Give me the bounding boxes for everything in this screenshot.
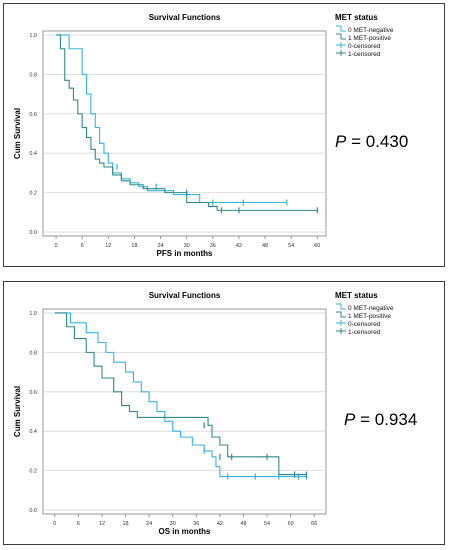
legend-label: 1-censored: [348, 329, 381, 336]
plot-frame: [42, 30, 327, 237]
x-tick-label: 60: [314, 243, 320, 249]
y-tick-label: 0.0: [29, 508, 37, 514]
y-tick-label: 0.8: [29, 72, 37, 78]
y-tick-label: 0.4: [29, 429, 37, 435]
x-axis-label: OS in months: [159, 527, 212, 536]
x-tick-label: 36: [193, 521, 199, 527]
legend-swatch: [336, 33, 346, 40]
x-tick-label: 0: [53, 521, 56, 527]
x-axis-label: PFS in months: [157, 249, 214, 258]
legend-label: 1 MET-positive: [348, 35, 391, 42]
os-survival-chart: Survival Functions 0.0 0.2 0.4 0.6 0.8 1.0 0 6 12…: [13, 291, 394, 536]
x-tick-label: 30: [184, 243, 190, 249]
survival-curve-met-positive: [56, 34, 318, 211]
x-tick-label: 48: [240, 521, 246, 527]
os-survival-panel: Survival Functions 0.0 0.2 0.4 0.6 0.8 1.0 0 6 12…: [3, 281, 445, 545]
plot-frame: [42, 308, 327, 515]
p-label: P: [344, 410, 356, 429]
y-tick-label: 1.0: [29, 311, 37, 317]
x-tick-label: 24: [157, 243, 163, 249]
y-tick-label: 0.4: [29, 151, 37, 157]
x-tick-label: 66: [311, 521, 317, 527]
x-tick-label: 60: [288, 521, 294, 527]
x-tick-label: 0: [55, 243, 58, 249]
chart-title: Survival Functions: [149, 291, 221, 300]
survival-curve-met-negative: [54, 312, 307, 478]
x-tick-label: 36: [210, 243, 216, 249]
y-tick-label: 0.6: [29, 390, 37, 396]
x-tick-label: 18: [131, 243, 137, 249]
legend-swatch: [336, 25, 346, 32]
legend-title: MET status: [335, 13, 378, 22]
legend-swatch: [336, 311, 346, 318]
x-tick-label: 54: [288, 243, 294, 249]
x-tick-label: 6: [77, 521, 80, 527]
y-tick-label: 0.2: [29, 469, 37, 475]
legend-title: MET status: [335, 291, 378, 300]
x-tick-label: 12: [105, 243, 111, 249]
y-axis-label: Cum Survival: [13, 108, 22, 159]
legend-label: 1-censored: [348, 51, 381, 58]
pfs-p-value: P = 0.430: [335, 132, 408, 152]
p-value-text: = 0.430: [351, 132, 409, 151]
x-tick-label: 6: [81, 243, 84, 249]
y-tick-label: 0.6: [29, 112, 37, 118]
y-tick-label: 0.2: [29, 191, 37, 197]
legend-label: 0 MET-negative: [348, 27, 394, 34]
legend-label: 0-censored: [348, 321, 381, 328]
x-tick-label: 30: [170, 521, 176, 527]
x-tick-label: 18: [122, 521, 128, 527]
legend-swatch: [336, 303, 346, 310]
y-tick-label: 0.8: [29, 350, 37, 356]
survival-curve-met-positive: [54, 312, 307, 476]
legend-label: 0-censored: [348, 43, 381, 50]
x-tick-label: 42: [217, 521, 223, 527]
legend-label: 1 MET-positive: [348, 313, 391, 320]
pfs-survival-panel: Survival Functions 0.0 0.2 0.4 0.6 0.8 1.0 0 6 12…: [3, 3, 445, 267]
survival-curve-met-negative: [56, 34, 287, 204]
p-value-text: = 0.934: [360, 410, 418, 429]
p-label: P: [335, 132, 347, 151]
y-tick-label: 0.0: [29, 230, 37, 236]
x-tick-label: 48: [262, 243, 268, 249]
x-tick-label: 24: [146, 521, 152, 527]
y-tick-label: 1.0: [29, 33, 37, 39]
x-tick-label: 54: [264, 521, 270, 527]
pfs-survival-chart: Survival Functions 0.0 0.2 0.4 0.6 0.8 1.0 0 6 12…: [13, 13, 394, 258]
x-tick-label: 42: [236, 243, 242, 249]
legend-label: 0 MET-negative: [348, 305, 394, 312]
x-tick-label: 12: [99, 521, 105, 527]
os-p-value: P = 0.934: [344, 410, 417, 430]
y-axis-label: Cum Survival: [13, 386, 22, 437]
chart-title: Survival Functions: [149, 13, 221, 22]
